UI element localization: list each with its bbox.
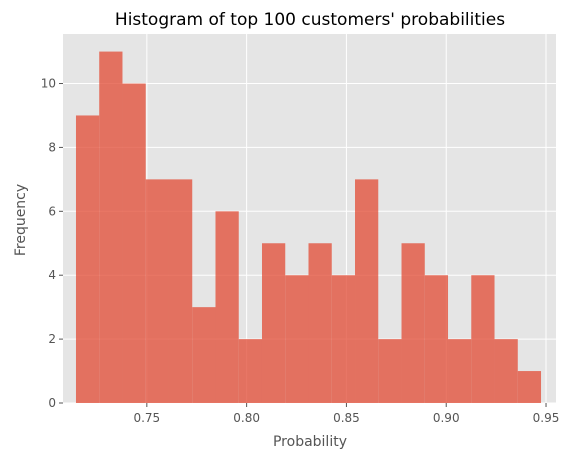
histogram-bar [285, 275, 309, 403]
x-axis-ticks: 0.75 0.80 0.85 0.90 0.95 [133, 403, 559, 425]
y-tick-label: 8 [48, 140, 56, 154]
x-tick-label: 0.90 [433, 411, 460, 425]
y-axis-label: Frequency [13, 184, 29, 256]
histogram-bar [331, 275, 356, 403]
histogram-bar [401, 243, 425, 403]
x-tick-label: 0.85 [333, 411, 360, 425]
histogram-bar [99, 51, 123, 403]
bars [75, 51, 542, 404]
histogram-bar [424, 275, 449, 403]
histogram-bar [145, 179, 169, 403]
y-tick-label: 4 [48, 268, 56, 282]
histogram-bar [471, 275, 495, 403]
histogram-bar [355, 179, 379, 403]
chart-title: Histogram of top 100 customers' probabil… [115, 10, 505, 30]
histogram-bar [215, 211, 239, 403]
histogram-bar [75, 115, 100, 403]
histogram-bar [192, 307, 216, 403]
y-axis-ticks: 0 2 4 6 8 10 [41, 77, 63, 410]
histogram-bar [378, 339, 402, 403]
histogram-bar [448, 339, 472, 403]
histogram-bar [168, 179, 193, 403]
y-tick-label: 6 [48, 204, 56, 218]
x-tick-label: 0.80 [233, 411, 260, 425]
y-tick-label: 10 [41, 77, 56, 91]
histogram-bar [308, 243, 332, 403]
histogram-bar [517, 371, 542, 403]
y-tick-label: 2 [48, 332, 56, 346]
histogram-bar [261, 243, 286, 403]
histogram-bar [494, 339, 518, 403]
x-axis-label: Probability [273, 434, 347, 450]
x-tick-label: 0.95 [533, 411, 560, 425]
y-tick-label: 0 [48, 396, 56, 410]
x-tick-label: 0.75 [133, 411, 160, 425]
histogram-bar [122, 83, 146, 404]
histogram-bar [238, 339, 262, 403]
